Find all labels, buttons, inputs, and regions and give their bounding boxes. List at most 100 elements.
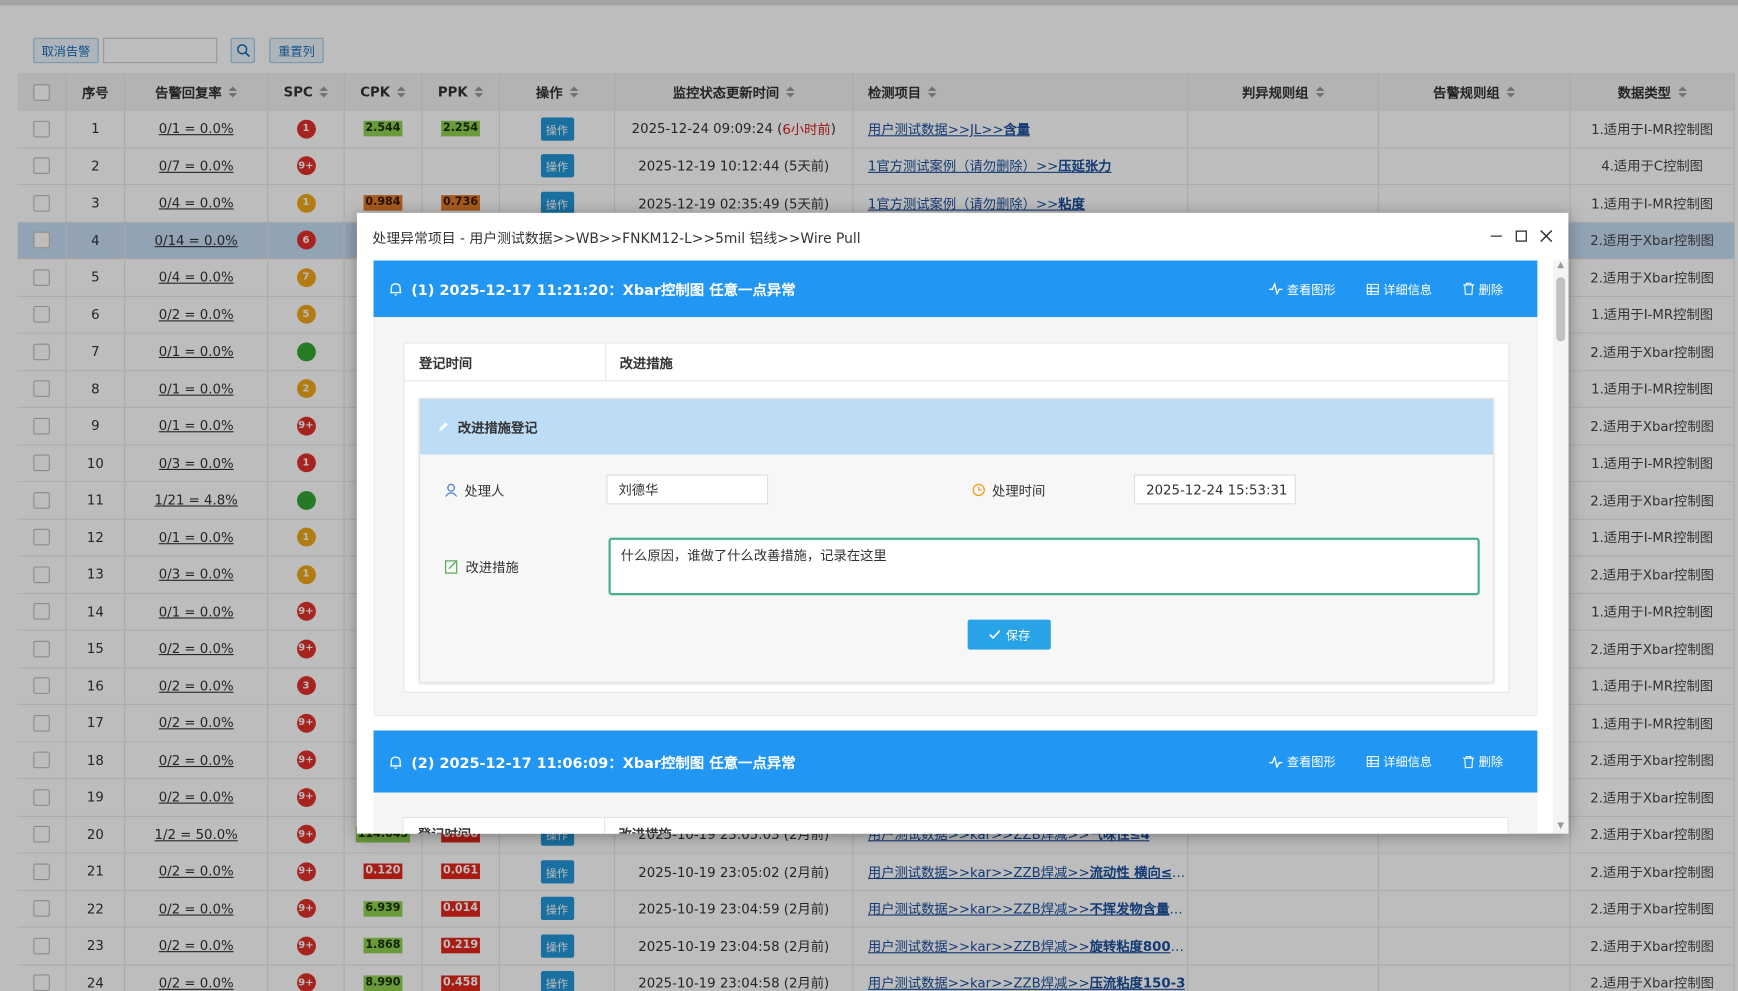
reply-rate[interactable]: 0/1 = 0.0% <box>158 381 234 397</box>
save-button[interactable]: 保存 <box>967 619 1051 650</box>
row-checkbox[interactable] <box>33 677 50 695</box>
row-checkbox[interactable] <box>33 454 50 472</box>
scroll-down[interactable] <box>1557 822 1564 830</box>
reply-rate[interactable]: 0/2 = 0.0% <box>158 306 234 323</box>
cell <box>268 333 345 370</box>
sort-down <box>1315 93 1325 98</box>
update-time: 2025-10-19 23:04:59 (2月前) <box>638 901 830 918</box>
reply-rate[interactable]: 0/2 = 0.0% <box>158 678 234 694</box>
reply-rate[interactable]: 0/1 = 0.0% <box>158 529 234 546</box>
reply-rate[interactable]: 0/2 = 0.0% <box>158 715 234 731</box>
delete[interactable]: 删除 <box>1463 753 1503 771</box>
data-type: 1.适用于I-MR控制图 <box>1591 195 1714 212</box>
reset-columns-button[interactable]: 重置列 <box>269 37 324 64</box>
header-cell[interactable]: 监控状态更新时间 <box>615 73 854 111</box>
cell <box>18 667 67 704</box>
reply-rate[interactable]: 0/2 = 0.0% <box>158 975 234 991</box>
row-checkbox[interactable] <box>33 640 50 658</box>
scroll-thumb[interactable] <box>1556 277 1566 342</box>
row-checkbox[interactable] <box>33 157 50 175</box>
row-checkbox[interactable] <box>33 120 50 138</box>
reply-rate[interactable]: 0/7 = 0.0% <box>158 158 234 174</box>
reply-rate[interactable]: 0/4 = 0.0% <box>158 269 234 286</box>
operate-button[interactable]: 操作 <box>540 154 574 178</box>
view-details[interactable]: 详细信息 <box>1366 280 1432 298</box>
reply-rate[interactable]: 0/1 = 0.0% <box>158 121 234 137</box>
row-checkbox[interactable] <box>33 231 50 249</box>
operate-button[interactable]: 操作 <box>540 117 574 141</box>
row-checkbox[interactable] <box>33 751 50 769</box>
row-checkbox[interactable] <box>33 380 50 398</box>
row-checkbox[interactable] <box>33 491 50 509</box>
reply-rate[interactable]: 0/1 = 0.0% <box>158 418 234 434</box>
row-checkbox[interactable] <box>33 863 50 880</box>
divider <box>605 343 607 382</box>
row-checkbox[interactable] <box>33 937 50 955</box>
reply-rate[interactable]: 0/2 = 0.0% <box>158 900 234 917</box>
operate-button[interactable]: 操作 <box>540 897 574 921</box>
row-checkbox[interactable] <box>33 343 50 360</box>
maximize-button[interactable] <box>1515 230 1527 242</box>
handler-input[interactable]: 刘德华 <box>606 474 769 505</box>
reply-rate[interactable]: 0/14 = 0.0% <box>154 232 238 249</box>
time-input[interactable]: 2025-12-24 15:53:31 <box>1133 474 1296 505</box>
reply-rate[interactable]: 0/2 = 0.0% <box>158 938 234 954</box>
reply-rate[interactable]: 0/2 = 0.0% <box>158 789 234 806</box>
close-button[interactable] <box>1540 230 1553 243</box>
reply-rate[interactable]: 0/4 = 0.0% <box>158 195 234 211</box>
check-icon <box>988 630 1000 640</box>
cancel-alarm-button[interactable]: 取消告警 <box>33 37 99 64</box>
search-input[interactable] <box>103 37 218 64</box>
scrollbar[interactable] <box>1552 259 1569 834</box>
row-checkbox[interactable] <box>33 566 50 583</box>
measure-textarea[interactable]: 什么原因，谁做了什么改善措施，记录在这里 <box>608 537 1480 596</box>
header-cell[interactable]: 告警规则组 <box>1379 73 1571 111</box>
reply-rate[interactable]: 0/1 = 0.0% <box>158 343 234 360</box>
cell <box>18 333 67 370</box>
header-cell[interactable]: PPK <box>422 73 500 111</box>
row-checkbox[interactable] <box>33 269 50 286</box>
header-cell[interactable]: 操作 <box>500 73 616 111</box>
header-cell[interactable]: 判异规则组 <box>1188 73 1379 111</box>
row-checkbox[interactable] <box>33 529 50 546</box>
row-checkbox[interactable] <box>33 306 50 323</box>
column-label: 改进措施 <box>618 825 671 834</box>
row-checkbox[interactable] <box>33 788 50 806</box>
view-chart[interactable]: 查看图形 <box>1269 280 1336 298</box>
operate-button[interactable]: 操作 <box>540 859 574 884</box>
search-button[interactable] <box>230 37 255 64</box>
select-all-checkbox[interactable] <box>33 83 50 101</box>
reply-rate[interactable]: 1/21 = 4.8% <box>154 492 238 508</box>
reply-rate[interactable]: 0/2 = 0.0% <box>158 863 234 880</box>
cell: 7 <box>268 259 345 296</box>
operate-button[interactable]: 操作 <box>540 934 574 958</box>
header-cell[interactable]: SPC <box>268 73 345 111</box>
row-checkbox[interactable] <box>33 900 50 918</box>
reply-rate[interactable]: 0/2 = 0.0% <box>158 752 234 768</box>
header-cell[interactable]: CPK <box>345 73 423 111</box>
reply-rate[interactable]: 0/3 = 0.0% <box>158 455 234 471</box>
reply-rate[interactable]: 0/1 = 0.0% <box>158 603 234 620</box>
header-cell[interactable]: 告警回复率 <box>125 73 269 111</box>
row-checkbox[interactable] <box>33 417 50 435</box>
header-cell[interactable]: 检测项目 <box>853 73 1189 111</box>
reply-rate[interactable]: 0/2 = 0.0% <box>158 640 234 657</box>
row-checkbox[interactable] <box>33 194 50 212</box>
operate-button[interactable]: 操作 <box>540 191 574 215</box>
time-label: 处理时间 <box>972 480 1045 500</box>
cell <box>1379 185 1571 222</box>
view-details[interactable]: 详细信息 <box>1366 753 1432 771</box>
row-checkbox[interactable] <box>33 826 50 843</box>
delete[interactable]: 删除 <box>1463 280 1503 298</box>
scroll-up[interactable] <box>1557 261 1564 269</box>
row-checkbox[interactable] <box>33 714 50 732</box>
header-cell[interactable]: 数据类型 <box>1571 73 1735 111</box>
action-label: 查看图形 <box>1286 282 1336 297</box>
operate-button[interactable]: 操作 <box>540 971 574 991</box>
action-label: 查看图形 <box>1286 754 1336 770</box>
reply-rate[interactable]: 0/3 = 0.0% <box>158 566 234 583</box>
reply-rate[interactable]: 1/2 = 50.0% <box>154 826 238 843</box>
row-checkbox[interactable] <box>33 603 50 620</box>
view-chart[interactable]: 查看图形 <box>1269 753 1336 771</box>
spc-badge: 9+ <box>296 787 316 807</box>
